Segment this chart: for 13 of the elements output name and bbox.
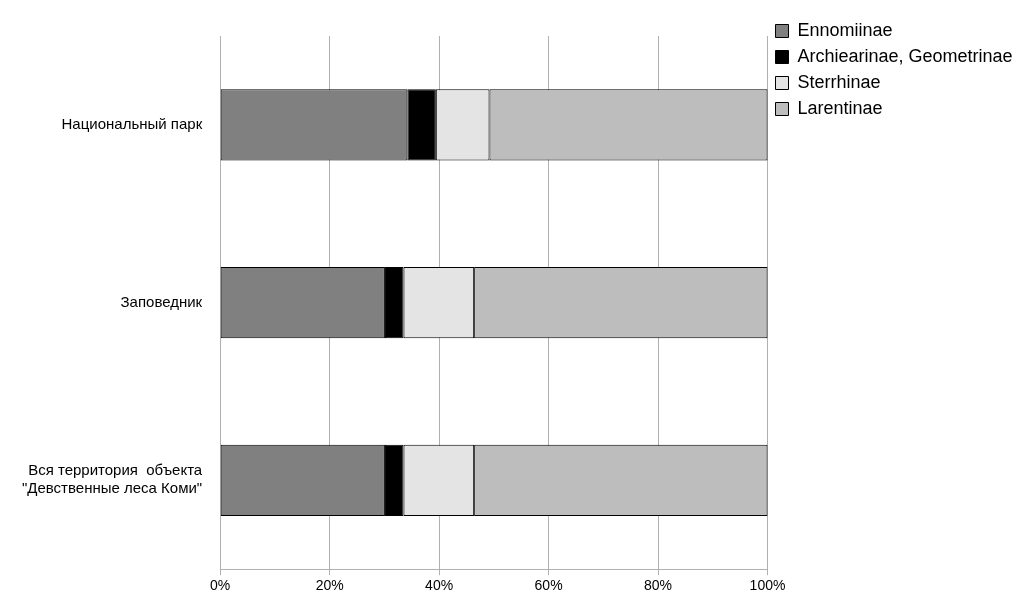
legend-label: Archiearinae, Geometrinae <box>797 45 1013 66</box>
x-tick-label: 100% <box>749 577 786 594</box>
x-tick-label: 0% <box>210 577 231 594</box>
y-tick-label: Национальный парк <box>61 115 203 133</box>
y-tick-label: Вся территория объекта "Девственные леса Коми" <box>21 461 203 497</box>
y-tick-label: Заповедник <box>120 292 203 310</box>
x-tick-label: 20% <box>315 577 344 594</box>
x-tick-label: 80% <box>644 577 673 594</box>
x-tick-label: 60% <box>534 577 563 594</box>
legend-label: Sterrhinae <box>797 71 881 92</box>
x-tick-label: 40% <box>425 577 454 594</box>
legend-label: Larentinae <box>797 97 883 118</box>
legend-label: Ennomiinae <box>797 19 893 40</box>
